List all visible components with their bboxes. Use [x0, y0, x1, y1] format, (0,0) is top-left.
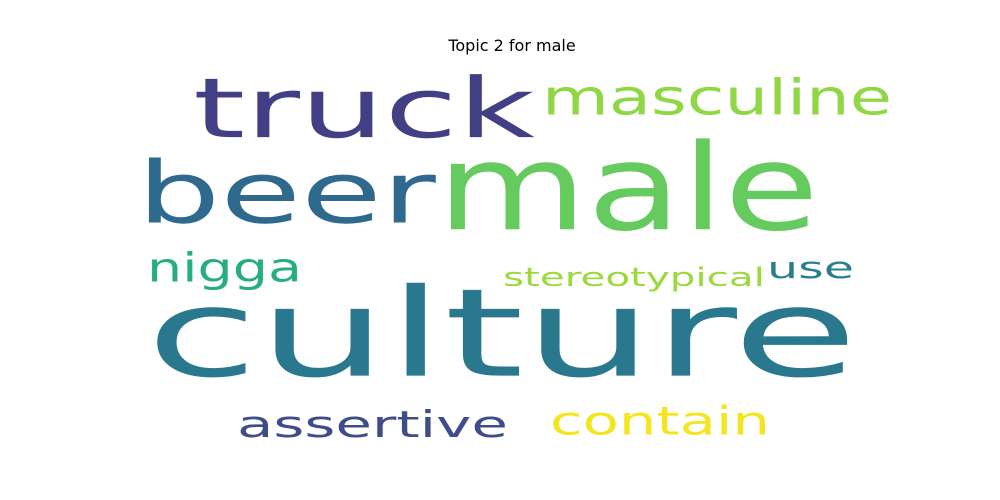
word-assertive: assertive — [237, 403, 508, 446]
word-culture: culture — [146, 262, 858, 405]
word-truck: truck — [193, 61, 535, 157]
word-masculine: masculine — [542, 70, 892, 126]
word-use: use — [767, 251, 854, 285]
word-contain: contain — [550, 398, 770, 444]
word-stereotypical: stereotypical — [503, 262, 765, 292]
chart-title: Topic 2 for male — [448, 36, 576, 55]
word-male: male — [437, 118, 819, 258]
word-beer: beer — [137, 144, 436, 244]
word-nigga: nigga — [147, 245, 302, 291]
